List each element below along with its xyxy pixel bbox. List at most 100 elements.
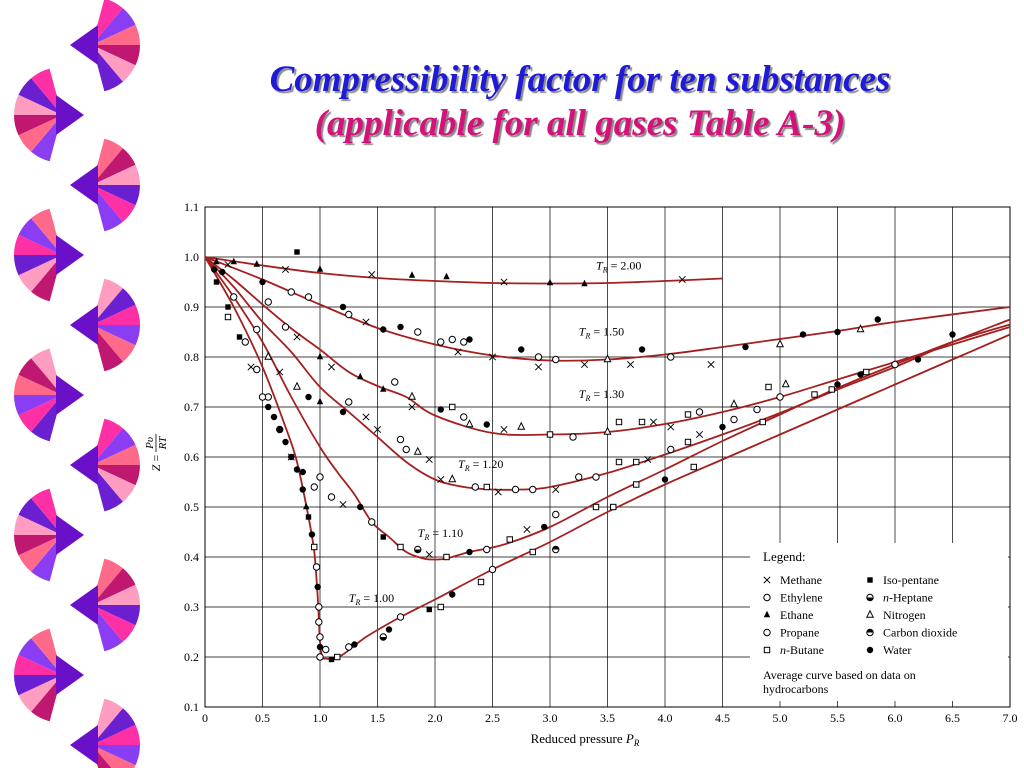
data-point-iso-pentane-marker xyxy=(328,656,335,663)
data-point-n-butane-marker xyxy=(334,653,341,661)
legend-label: Iso-pentane xyxy=(883,573,939,587)
legend-label: Propane xyxy=(780,626,819,640)
data-point-water-marker xyxy=(299,468,306,476)
data-point-methane-marker xyxy=(425,455,433,464)
data-point-n-butane-marker xyxy=(811,391,818,398)
data-point-n-butane-marker xyxy=(828,386,835,393)
data-point-methane-marker xyxy=(626,360,635,369)
fan-ornament xyxy=(13,628,84,722)
x-tick-label: 2.5 xyxy=(485,711,500,725)
data-point-methane-marker xyxy=(425,550,433,559)
data-point-ethane-marker xyxy=(316,265,324,272)
legend-item-n-butane: n-Butane xyxy=(763,643,824,657)
curve-label: TR = 1.30 xyxy=(579,387,624,403)
data-point-n-butane-marker xyxy=(615,418,623,426)
data-point-methane-marker xyxy=(224,260,232,269)
data-point-water-marker xyxy=(219,268,226,276)
point-layer xyxy=(211,249,956,663)
data-point-water-marker xyxy=(914,356,922,363)
data-point-n-butane-marker xyxy=(311,543,318,551)
data-point-propane-marker xyxy=(592,473,600,481)
data-point-ethane-marker xyxy=(213,257,220,265)
y-tick-label: 0.6 xyxy=(184,450,199,464)
data-point-propane-marker xyxy=(695,408,704,416)
y-tick-label: 0.9 xyxy=(184,300,199,314)
curve-label: TR = 1.00 xyxy=(349,591,394,607)
data-point-ethane-marker xyxy=(316,397,324,405)
y-tick-label: 0.1 xyxy=(184,700,199,714)
data-point-methane-marker xyxy=(534,363,543,371)
data-point-n-butane-marker xyxy=(224,313,232,321)
data-point-ethane-marker xyxy=(253,260,260,267)
curve-label: TR = 1.20 xyxy=(458,457,503,473)
data-point-water-marker xyxy=(834,328,841,336)
y-tick-label: 1.1 xyxy=(184,200,199,214)
fan-ornament xyxy=(70,0,140,92)
x-tick-label: 7.0 xyxy=(1003,711,1018,725)
svg-text:RT: RT xyxy=(157,436,169,451)
data-point-nitrogen-marker xyxy=(603,354,612,363)
data-point-propane-marker xyxy=(471,483,479,491)
data-point-n-butane-marker xyxy=(529,548,536,556)
data-point-n-butane-marker xyxy=(765,383,772,391)
data-point-methane-marker xyxy=(362,413,370,421)
data-point-nitrogen-marker xyxy=(264,351,273,360)
data-point-n-butane-marker xyxy=(690,463,697,471)
data-point-methane-marker xyxy=(437,475,445,484)
data-point-n-butane-marker xyxy=(592,503,600,511)
data-point-propane-marker xyxy=(345,643,353,651)
legend-label: Nitrogen xyxy=(883,608,926,622)
data-point-methane-marker xyxy=(368,270,376,279)
fan-ornament xyxy=(13,348,84,442)
legend-label: Ethane xyxy=(780,608,813,622)
data-point-propane-marker xyxy=(552,355,560,364)
data-point-propane-marker xyxy=(241,338,249,346)
data-point-ethane-marker xyxy=(408,271,416,278)
legend-item-methane: Methane xyxy=(763,573,822,587)
legend-item-n-heptane: n-Heptane xyxy=(866,591,933,605)
data-point-n-butane-marker xyxy=(443,553,450,561)
data-point-ethane-marker xyxy=(581,279,588,287)
y-tick-layer: 0.1 0.2 0.3 0.4 0.5 0.6 0.7 0.8 0.9 1.0 1.1 xyxy=(184,200,199,714)
data-point-methane-marker xyxy=(500,425,508,434)
legend-footnote-2: hydrocarbons xyxy=(763,682,829,696)
data-point-propane-marker xyxy=(575,473,583,481)
fan-ornament xyxy=(13,68,84,162)
data-point-methane-marker xyxy=(494,488,502,496)
legend: Legend: Methane Ethylene Ethane Propane n-Bu… xyxy=(750,543,1008,701)
data-point-water-marker xyxy=(518,346,525,353)
data-point-nitrogen-marker xyxy=(407,391,417,400)
data-point-methane-marker xyxy=(649,418,658,426)
data-point-methane-marker xyxy=(552,485,560,494)
data-point-propane-marker xyxy=(312,563,321,571)
data-point-propane-marker xyxy=(488,565,497,574)
curve-tr-2-00 xyxy=(204,256,723,285)
data-point-carbon-dioxide-marker xyxy=(552,545,560,554)
data-point-propane-marker xyxy=(534,353,543,361)
data-point-propane-marker xyxy=(281,323,290,331)
data-point-ethane-marker xyxy=(546,278,554,286)
data-point-ethane-marker xyxy=(443,272,450,280)
data-point-water-marker xyxy=(314,583,321,591)
fan-ornament xyxy=(70,698,140,768)
data-point-water-marker xyxy=(211,266,218,273)
slide-title: Compressibility factor for ten substance… xyxy=(150,58,1010,146)
data-point-water-marker xyxy=(437,406,444,413)
legend-label: Methane xyxy=(780,573,822,587)
data-point-water-marker xyxy=(316,643,324,651)
data-point-propane-marker xyxy=(264,298,272,306)
data-point-propane-marker xyxy=(753,405,761,414)
data-point-propane-marker xyxy=(258,393,267,401)
data-point-iso-pentane-marker xyxy=(213,279,220,285)
data-point-nitrogen-marker xyxy=(856,324,865,333)
curve-tr-1-30 xyxy=(204,256,1011,436)
data-point-nitrogen-marker xyxy=(292,381,302,390)
data-point-water-marker xyxy=(380,326,387,333)
data-point-n-butane-marker xyxy=(863,368,870,376)
fan-ornament xyxy=(13,208,84,302)
data-point-n-heptane-marker xyxy=(414,545,422,554)
data-point-propane-marker xyxy=(253,325,261,334)
data-point-methane-marker xyxy=(327,363,336,371)
data-point-propane-marker xyxy=(391,378,399,386)
